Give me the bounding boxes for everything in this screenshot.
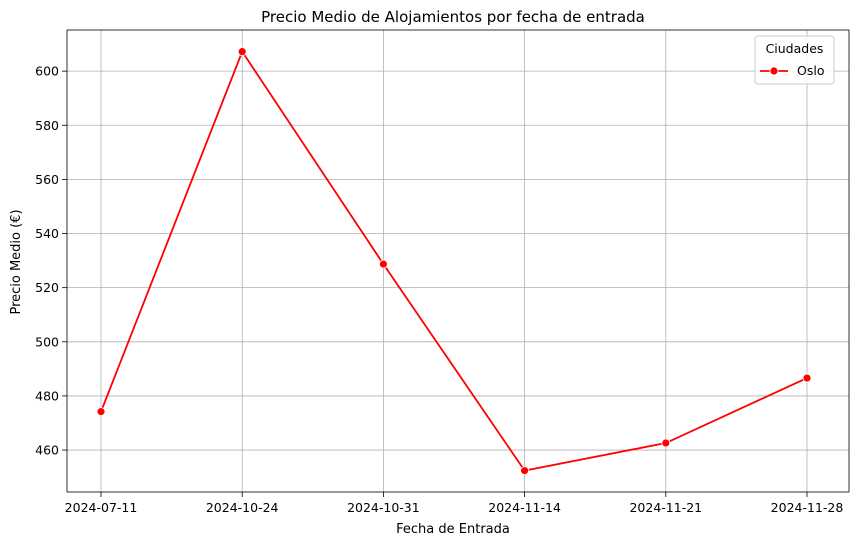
- data-point: [237, 47, 247, 57]
- y-tick-label: 600: [35, 64, 59, 79]
- legend: Ciudades Oslo: [754, 35, 835, 85]
- legend-label-oslo: Oslo: [797, 63, 824, 78]
- x-axis-label: Fecha de Entrada: [396, 522, 510, 537]
- y-tick-label: 580: [35, 118, 59, 133]
- x-tick-label: 2024-07-11: [65, 500, 138, 515]
- y-axis-label: Precio Medio (€): [9, 209, 24, 314]
- series-line-oslo: [100, 49, 808, 472]
- legend-marker-oslo: [769, 66, 779, 76]
- x-tick-label: 2024-11-14: [488, 500, 561, 515]
- y-tick-label: 540: [35, 226, 59, 241]
- y-tick-label: 460: [35, 443, 59, 458]
- x-tick-label: 2024-11-21: [629, 500, 702, 515]
- series-lines: [100, 49, 808, 472]
- grid-lines: [67, 30, 849, 492]
- y-tick-label: 560: [35, 172, 59, 187]
- data-point: [520, 466, 529, 476]
- legend-title: Ciudades: [766, 41, 824, 56]
- plot-frame: [66, 29, 850, 493]
- tick-labels: 2024-07-11 2024-10-24 2024-10-31 2024-11-14…: [35, 64, 843, 515]
- data-point: [661, 438, 671, 448]
- data-point: [96, 407, 106, 417]
- axes: [62, 29, 850, 497]
- y-tick-label: 500: [35, 334, 59, 349]
- data-point: [378, 259, 388, 269]
- x-tick-label: 2024-10-31: [347, 500, 420, 515]
- y-tick-label: 480: [35, 388, 59, 403]
- chart-title: Precio Medio de Alojamientos por fecha d…: [261, 8, 645, 26]
- x-tick-label: 2024-11-28: [771, 500, 844, 515]
- x-tick-label: 2024-10-24: [206, 500, 279, 515]
- y-tick-label: 520: [35, 280, 59, 295]
- data-points: [96, 47, 812, 476]
- data-point: [802, 373, 812, 383]
